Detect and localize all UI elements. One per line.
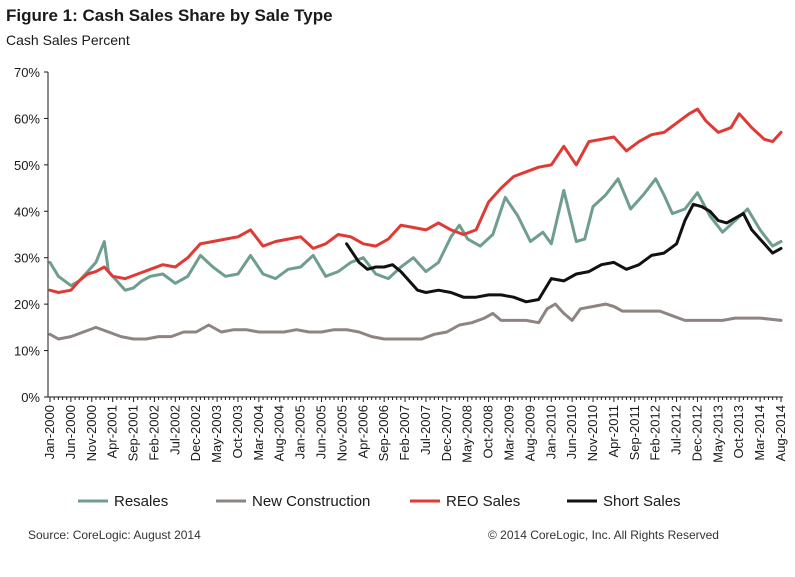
x-tick-label: Sep-2001 — [126, 405, 141, 461]
y-tick-label: 20% — [14, 297, 40, 312]
source-note: Source: CoreLogic: August 2014 — [28, 528, 201, 542]
x-tick-label: Jun-2010 — [564, 405, 579, 459]
legend: Resales New Construction REO Sales Short Sa… — [78, 493, 681, 510]
x-tick-label: Nov-2000 — [84, 405, 99, 461]
x-tick-label: Dec-2002 — [188, 405, 203, 461]
x-tick-label: Oct-2003 — [230, 405, 245, 458]
y-axis: 0% 10% 20% 30% 40% 50% 60% 70% — [14, 65, 49, 405]
x-tick-label: Jan-2005 — [293, 405, 308, 459]
x-tick-label: Apr-2011 — [606, 405, 621, 458]
y-tick-label: 40% — [14, 204, 40, 219]
y-tick-label: 50% — [14, 158, 40, 173]
x-tick-label: May-2013 — [710, 405, 725, 463]
x-tick-label: Aug-2004 — [272, 405, 287, 461]
x-tick-label: May-2008 — [460, 405, 475, 463]
x-tick-label: Sep-2011 — [627, 405, 642, 460]
chart-title: Figure 1: Cash Sales Share by Sale Type — [6, 6, 333, 25]
x-tick-label: Jun-2005 — [314, 405, 329, 459]
x-tick-label: Apr-2001 — [105, 405, 120, 458]
x-tick-label: Jan-2000 — [42, 405, 57, 459]
legend-label-reo-sales: REO Sales — [446, 493, 520, 510]
x-tick-label: Aug-2009 — [522, 405, 537, 461]
series-line-resales — [48, 177, 783, 292]
x-tick-label: Feb-2007 — [397, 405, 412, 461]
x-tick-label: Apr-2006 — [355, 405, 370, 458]
chart-subtitle: Cash Sales Percent — [6, 32, 130, 48]
x-tick-label: Jul-2007 — [418, 405, 433, 455]
x-tick-label: Nov-2010 — [585, 405, 600, 461]
x-tick-label: May-2003 — [209, 405, 224, 463]
x-tick-label: Feb-2012 — [648, 405, 663, 461]
x-tick-label: Mar-2014 — [752, 405, 767, 461]
legend-label-resales: Resales — [114, 493, 168, 510]
x-tick-label: Oct-2008 — [481, 405, 496, 458]
copyright-note: © 2014 CoreLogic, Inc. All Rights Reserv… — [488, 528, 719, 542]
x-tick-label: Sep-2006 — [376, 405, 391, 461]
y-tick-label: 30% — [14, 251, 40, 266]
y-tick-label: 0% — [21, 390, 40, 405]
x-tick-label: Jun-2000 — [63, 405, 78, 459]
x-tick-label: Dec-2007 — [439, 405, 454, 461]
y-tick-label: 60% — [14, 111, 40, 126]
x-tick-label: Dec-2012 — [689, 405, 704, 461]
series-line-new-construction — [48, 302, 783, 341]
x-tick-label: Jan-2010 — [543, 405, 558, 459]
x-tick-label: Aug-2014 — [773, 405, 788, 461]
y-tick-label: 70% — [14, 65, 40, 80]
x-tick-label: Nov-2005 — [334, 405, 349, 461]
series-line-reo-sales — [48, 107, 783, 294]
x-tick-label: Mar-2004 — [251, 405, 266, 461]
x-tick-label: Oct-2013 — [731, 405, 746, 458]
series-layer — [48, 107, 783, 341]
x-axis: Jan-2000 Jun-2000 Nov-2000 Apr-2001 Sep-2001… — [42, 396, 788, 463]
legend-label-new-construction: New Construction — [252, 493, 370, 510]
series-line-short-sales — [345, 202, 783, 304]
y-tick-label: 10% — [14, 344, 40, 359]
x-tick-label: Jul-2012 — [669, 405, 684, 455]
x-tick-label: Mar-2009 — [501, 405, 516, 461]
legend-label-short-sales: Short Sales — [603, 493, 681, 510]
x-tick-label: Feb-2002 — [146, 405, 161, 461]
x-tick-label: Jul-2002 — [167, 405, 182, 455]
